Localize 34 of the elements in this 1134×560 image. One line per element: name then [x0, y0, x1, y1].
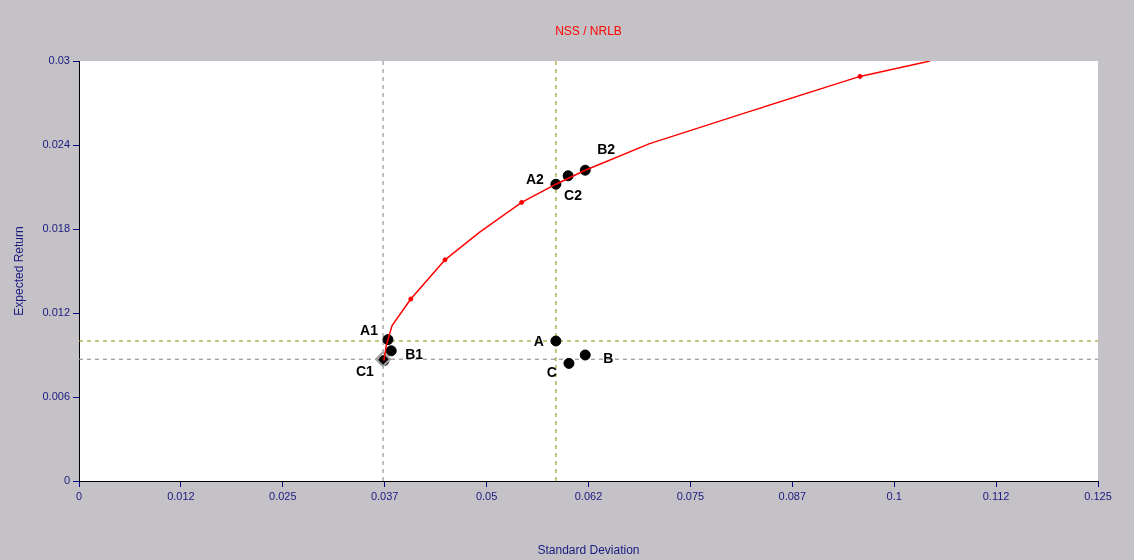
annotation: B: [603, 349, 614, 366]
x-tick-label: 0.062: [574, 489, 603, 502]
x-tick-label: 0.05: [475, 489, 498, 502]
x-axis-title: Standard Deviation: [537, 543, 640, 558]
x-tick-label: 0.012: [167, 489, 195, 502]
x-tick-label: 0.087: [778, 489, 807, 502]
y-tick-label: 0.03: [48, 54, 70, 67]
annotation: C: [546, 364, 557, 381]
annotation: B1: [405, 345, 424, 362]
y-tick-label: 0.006: [42, 390, 70, 403]
annotation: B2: [597, 141, 616, 158]
y-axis-title: Expected Return: [11, 226, 26, 316]
annotation: C2: [564, 186, 583, 203]
x-tick-label: 0.037: [370, 489, 399, 502]
annotation: A1: [360, 322, 379, 339]
point: [579, 349, 591, 361]
point: [385, 345, 397, 357]
y-tick-label: 0.024: [42, 138, 70, 151]
x-tick-label: 0.125: [1084, 489, 1112, 502]
point: [550, 335, 562, 347]
x-tick-label: 0.1: [886, 489, 902, 502]
annotation: A: [533, 332, 544, 349]
x-tick-label: 0: [75, 489, 83, 502]
annotation: A2: [525, 171, 545, 188]
y-tick-label: 0.018: [42, 222, 70, 235]
x-tick-label: 0.025: [269, 489, 297, 502]
y-tick-label: 0.012: [42, 306, 70, 319]
point: [375, 351, 392, 368]
y-tick-label: 0: [63, 474, 70, 487]
point: [563, 357, 575, 369]
x-tick-label: 0.075: [676, 489, 705, 502]
annotation: C1: [355, 363, 375, 380]
x-tick-label: 0.112: [982, 489, 1010, 502]
chart-title: NSS / NRLB: [555, 24, 622, 39]
